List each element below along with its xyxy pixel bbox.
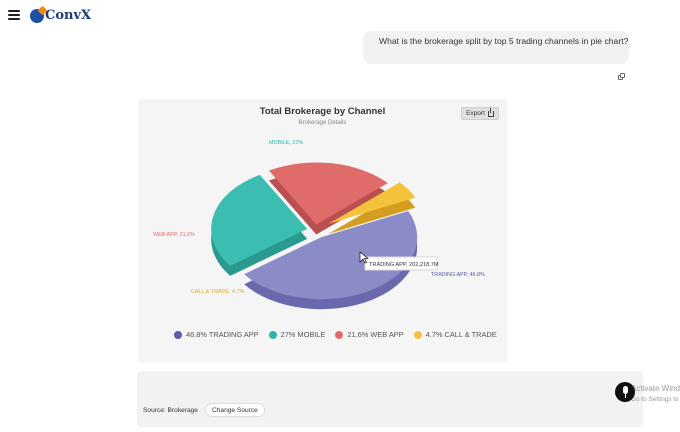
chart-title: Total Brokerage by Channel <box>259 106 386 117</box>
pie-chart: TRADING APP, 46.8% MOBILE, 27% WEB APP, 21… <box>153 140 485 310</box>
export-label: Export <box>466 110 485 117</box>
mouse-cursor-icon <box>359 251 369 264</box>
pie-slice-trading-app[interactable] <box>244 211 418 310</box>
legend-label: 4.7% CALL & TRADE <box>425 330 497 339</box>
share-icon <box>487 107 494 117</box>
legend-label: 46.8% TRADING APP <box>186 330 259 339</box>
chat-input-panel[interactable]: Source: Brokerage Change Source <box>137 371 643 427</box>
pie-slice-top <box>268 162 388 225</box>
data-label-mobile: MOBILE, 27% <box>269 140 303 146</box>
hamburger-menu-icon[interactable] <box>8 10 20 20</box>
legend-dot <box>268 330 277 339</box>
pie-slice-mobile[interactable] <box>211 174 308 276</box>
data-label-call-trade: CALL & TRADE, 4.7% <box>191 289 245 295</box>
legend-item-web-app[interactable]: 21.6% WEB APP <box>335 330 404 339</box>
logo-mark-icon <box>30 8 44 23</box>
change-source-button[interactable]: Change Source <box>205 403 265 417</box>
tooltip-box <box>364 256 438 271</box>
legend-dot <box>174 330 182 339</box>
legend-dot <box>413 330 422 339</box>
pie-slice-top <box>328 182 416 224</box>
chart-tooltip: TRADING APP, 202,218.7M <box>364 256 439 271</box>
user-message-bubble: What is the brokerage split by top 5 tra… <box>363 31 629 64</box>
pie-slice-call-trade[interactable] <box>328 182 416 234</box>
data-label-web-app: WEB APP, 21.6% <box>153 232 195 238</box>
legend-item-call-trade[interactable]: 4.7% CALL & TRADE <box>413 330 497 339</box>
source-label: Source: Brokerage <box>143 407 198 414</box>
chart-legend: 46.8% TRADING APP 27% MOBILE 21.6% WEB A… <box>174 330 497 339</box>
legend-dot <box>335 330 344 339</box>
legend-label: 27% MOBILE <box>280 330 326 339</box>
logo-text: ConvX <box>45 8 92 23</box>
logo[interactable]: ConvX <box>30 8 91 23</box>
pie-slice-web-app[interactable] <box>268 162 388 235</box>
export-button[interactable]: Export <box>461 107 499 120</box>
legend-item-mobile[interactable]: 27% MOBILE <box>268 330 326 339</box>
change-source-label: Change Source <box>212 406 258 414</box>
watermark-line-2: Go to Settings to activate Windows. <box>631 396 680 403</box>
chart-subtitle: Brokerage Details <box>298 120 347 126</box>
legend-label: 21.6% WEB APP <box>347 330 404 339</box>
windows-activation-watermark: Activate Windows Go to Settings to activ… <box>631 383 680 405</box>
tooltip-text: TRADING APP, 202,218.7M <box>369 262 439 268</box>
legend-item-trading-app[interactable]: 46.8% TRADING APP <box>174 330 259 339</box>
user-message-text: What is the brokerage split by top 5 tra… <box>379 36 629 46</box>
copy-icon[interactable] <box>618 73 626 81</box>
chart-card: TRADING APP, 46.8% MOBILE, 27% WEB APP, 21… <box>138 99 507 362</box>
pie-slice-top <box>211 174 308 266</box>
watermark-line-1: Activate Windows <box>631 384 680 393</box>
pie-slice-top <box>244 211 418 300</box>
data-label-trading-app: TRADING APP, 46.8% <box>431 272 485 278</box>
microphone-button[interactable] <box>615 382 635 402</box>
